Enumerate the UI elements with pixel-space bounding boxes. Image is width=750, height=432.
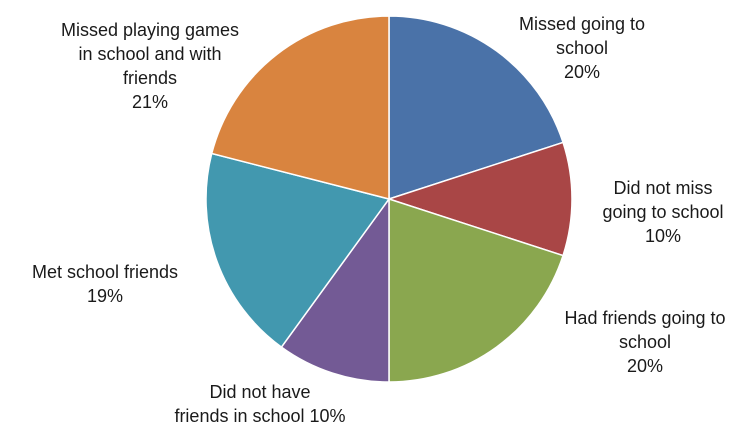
pie-slice-met-school-friends xyxy=(205,152,391,349)
pie-slice-did-not-miss-going-to-school xyxy=(386,141,573,257)
slice-label-missed-going-to-school: Missed going to school 20% xyxy=(518,14,646,82)
slice-label-did-not-miss-going-to-school: Did not miss going to school 10% xyxy=(602,178,724,246)
slice-label-had-friends-going-to-school: Had friends going to school 20% xyxy=(564,308,726,376)
slice-label-missed-playing-games: Missed playing games in school and with … xyxy=(60,20,240,112)
pie-slice-missed-going-to-school xyxy=(388,15,564,201)
slice-label-did-not-have-friends-in-school: Did not have friends in school 10% xyxy=(174,382,346,426)
pie-slice-did-not-have-friends-in-school xyxy=(280,196,390,383)
pie-slice-missed-playing-games xyxy=(210,15,390,200)
pie-slice-had-friends-going-to-school xyxy=(388,197,564,383)
slice-label-met-school-friends: Met school friends 19% xyxy=(31,262,179,306)
